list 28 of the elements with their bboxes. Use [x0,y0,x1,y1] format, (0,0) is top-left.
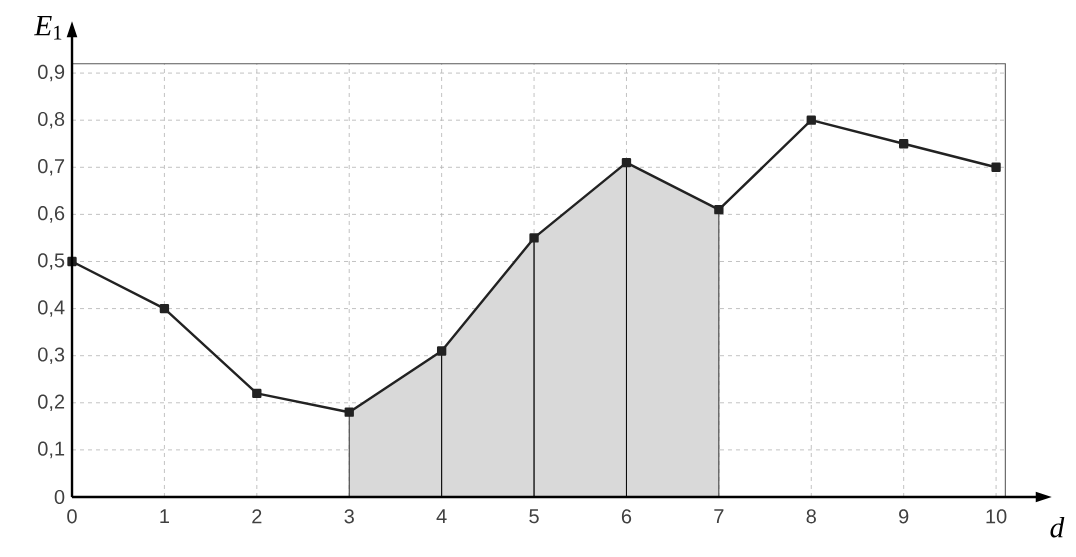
x-tick-label: 5 [529,509,539,524]
x-tick-label: 0 [67,509,77,524]
x-tick-label: 9 [899,509,909,524]
x-axis-title: d [1050,516,1065,538]
y-tick-label: 0,7 [38,159,65,176]
point [252,388,262,399]
point [899,139,909,149]
y-tick-label: 0,1 [38,441,65,459]
y-tick-label: 0,6 [38,206,65,223]
point [806,115,816,125]
y-tick-label: 0,9 [38,64,65,82]
y-tick-label: 0,4 [38,300,65,317]
x-tick-label: 1 [160,509,169,524]
y-tick-label: 0 [54,489,65,505]
x-tick-label: 7 [714,509,724,524]
x-tick-label: 10 [986,509,1007,524]
x-tick-label: 4 [436,509,447,524]
x-tick-label: 2 [252,509,262,524]
y-axis-title: E$_{1}$ [34,16,62,40]
point [991,162,1001,172]
x-tick-label: 3 [344,509,354,524]
y-tick-label: 0,2 [38,394,65,412]
x-tick-label: 8 [806,509,816,524]
y-tick-label: 0,3 [38,347,65,364]
y-tick-label: 0,8 [38,111,65,129]
x-tick-label: 6 [621,509,632,524]
y-tick-label: 0,5 [38,253,65,270]
point [159,303,170,314]
